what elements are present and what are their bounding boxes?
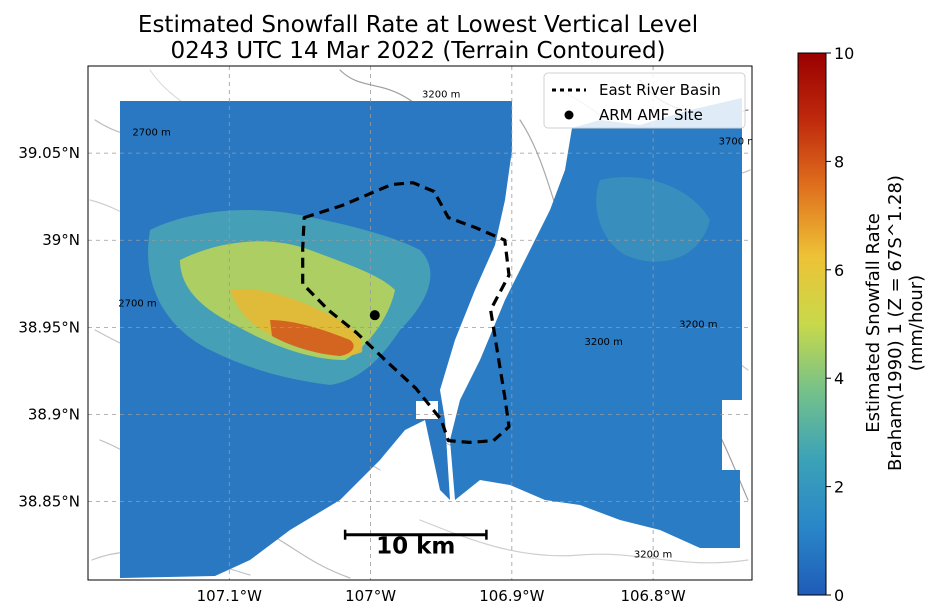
snowfall-field bbox=[120, 98, 742, 578]
colorbar: 0 2 4 6 8 10 Estimated Snowfall Rate Braham(1… bbox=[797, 44, 927, 605]
colorbar-label-line-2: Braham(1990) 1 (Z = 67S^1.28) bbox=[885, 175, 906, 471]
colorbar-ticks: 0 2 4 6 8 10 bbox=[826, 44, 854, 605]
contour-label: 3200 m bbox=[584, 337, 622, 348]
y-tick-label: 38.85°N bbox=[18, 493, 80, 511]
colorbar-tick-label: 4 bbox=[834, 369, 844, 388]
x-axis-ticks: 107.1°W 107°W 106.9°W 106.8°W bbox=[197, 587, 686, 605]
y-tick-label: 38.95°N bbox=[18, 318, 80, 336]
x-tick-label: 106.8°W bbox=[620, 587, 685, 605]
colorbar-tick-label: 6 bbox=[834, 261, 844, 280]
east-river-basin-outline bbox=[301, 181, 511, 444]
colorbar-tick-label: 2 bbox=[834, 478, 844, 497]
legend-site-swatch bbox=[564, 110, 574, 120]
colorbar-tick-label: 10 bbox=[834, 44, 854, 63]
legend: East River Basin ARM AMF Site bbox=[543, 72, 746, 129]
x-tick-label: 106.9°W bbox=[479, 587, 544, 605]
gridlines bbox=[88, 66, 752, 580]
colorbar-tick-label: 8 bbox=[834, 152, 844, 171]
colorbar-label-line-3: (mm/hour) bbox=[906, 275, 927, 371]
y-axis-ticks: 39.05°N 39°N 38.95°N 38.9°N 38.85°N bbox=[18, 144, 80, 510]
contour-label: 3700 m bbox=[719, 136, 757, 147]
snowfall-core bbox=[270, 320, 354, 356]
terrain-contour bbox=[419, 519, 749, 564]
plot-frame bbox=[87, 65, 753, 581]
contour-label: 3200 m bbox=[679, 319, 717, 330]
x-tick-label: 107.1°W bbox=[197, 587, 262, 605]
arm-amf-site-marker bbox=[369, 310, 380, 321]
legend-box bbox=[543, 72, 746, 129]
contour-label: 2700 m bbox=[118, 298, 156, 309]
chart-title-line-1: Estimated Snowfall Rate at Lowest Vertic… bbox=[138, 12, 698, 38]
chart-title-line-2: 0243 UTC 14 Mar 2022 (Terrain Contoured) bbox=[170, 38, 665, 64]
colorbar-tick-label: 0 bbox=[834, 586, 844, 605]
colorbar-bar bbox=[797, 52, 827, 596]
colorbar-label: Estimated Snowfall Rate Braham(1990) 1 (… bbox=[863, 175, 927, 471]
y-tick-label: 39°N bbox=[42, 231, 80, 249]
scale-bar-label: 10 km bbox=[376, 534, 455, 560]
y-tick-label: 39.05°N bbox=[18, 144, 80, 162]
legend-label-site: ARM AMF Site bbox=[599, 106, 703, 124]
contour-label: 3200 m bbox=[422, 89, 460, 100]
scale-bar: 10 km bbox=[343, 529, 488, 560]
contour-label: 2700 m bbox=[132, 128, 170, 139]
x-tick-label: 107°W bbox=[345, 587, 396, 605]
y-tick-label: 38.9°N bbox=[28, 405, 80, 423]
legend-label-basin: East River Basin bbox=[599, 81, 721, 99]
colorbar-label-line-1: Estimated Snowfall Rate bbox=[863, 213, 884, 433]
